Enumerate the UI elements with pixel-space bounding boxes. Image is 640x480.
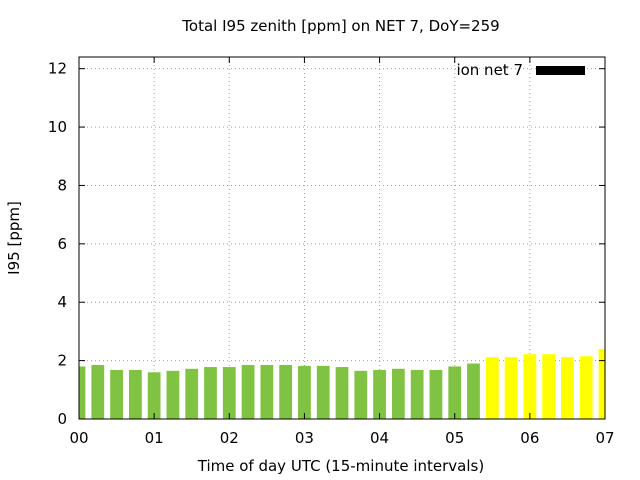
x-tick-label: 07 (595, 429, 614, 447)
bar (410, 369, 424, 419)
bar (542, 354, 556, 419)
bar (222, 367, 236, 419)
bar (504, 357, 518, 419)
bar (147, 372, 161, 419)
bar (260, 364, 274, 419)
bar (298, 365, 311, 419)
x-tick-label: 05 (445, 429, 464, 447)
plot-frame (78, 56, 606, 420)
bar (110, 369, 123, 419)
chart-title: Total I95 zenith [ppm] on NET 7, DoY=259 (181, 17, 499, 35)
bar (579, 356, 593, 419)
x-tick-label: 03 (295, 429, 314, 447)
tick-marks (78, 57, 606, 420)
bar (279, 364, 293, 419)
bar (373, 369, 386, 419)
x-tick-label: 00 (69, 429, 88, 447)
y-axis-label: I95 [ppm] (5, 201, 23, 275)
bar (448, 366, 462, 419)
bar (79, 366, 86, 419)
bar (354, 370, 368, 419)
x-tick-label: 04 (370, 429, 389, 447)
bar (185, 368, 199, 419)
bar (485, 357, 499, 419)
bar (128, 369, 142, 419)
y-tick-label: 12 (48, 60, 67, 78)
legend-swatch (536, 66, 585, 75)
x-tick-label: 06 (520, 429, 539, 447)
y-tick-label: 6 (57, 235, 67, 253)
bar (91, 364, 105, 419)
grid (79, 57, 605, 419)
y-tick-label: 2 (57, 352, 67, 370)
x-tick-label: 02 (220, 429, 239, 447)
bar (391, 368, 405, 419)
bar (429, 369, 443, 419)
bar (598, 348, 605, 419)
x-tick-labels: 00 01 02 03 04 05 06 07 (69, 429, 614, 447)
y-tick-label: 10 (48, 118, 67, 136)
bar (204, 367, 217, 419)
legend-label: ion net 7 (456, 61, 523, 79)
bar (241, 364, 255, 419)
bar (166, 370, 180, 419)
y-tick-label: 0 (57, 410, 67, 428)
x-axis-label: Time of day UTC (15-minute intervals) (197, 457, 484, 475)
bar (467, 363, 480, 419)
bar (316, 365, 330, 419)
legend: ion net 7 (456, 61, 585, 79)
bar (335, 367, 349, 419)
bar (523, 354, 537, 419)
x-tick-label: 01 (145, 429, 164, 447)
y-tick-labels: 0 2 4 6 8 10 12 (48, 60, 67, 428)
bar (561, 357, 574, 419)
y-tick-label: 4 (57, 293, 67, 311)
y-tick-label: 8 (57, 176, 67, 194)
bars (79, 348, 605, 419)
